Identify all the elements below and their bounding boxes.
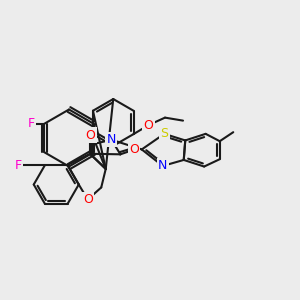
Text: O: O — [144, 118, 154, 132]
Text: O: O — [86, 129, 95, 142]
Text: N: N — [158, 159, 167, 172]
Text: F: F — [27, 117, 34, 130]
Text: F: F — [14, 158, 22, 172]
Text: O: O — [129, 143, 139, 156]
Text: N: N — [107, 133, 116, 146]
Text: S: S — [160, 127, 168, 140]
Text: O: O — [83, 193, 93, 206]
